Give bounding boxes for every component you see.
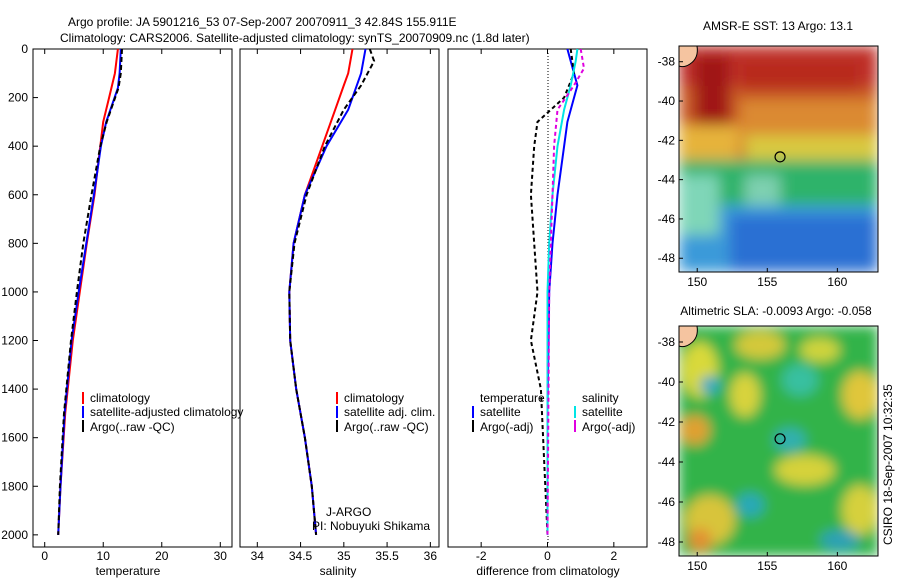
legend-temp-satellite: satellite — [480, 405, 521, 419]
y-tick-label: 600 — [8, 188, 28, 202]
series-line-salinity-argo-adj — [546, 48, 586, 535]
lon-tick-label: 160 — [827, 559, 847, 573]
y-tick-label: 1600 — [1, 431, 28, 445]
sla-field — [679, 326, 878, 556]
sst-map-frame — [678, 45, 879, 273]
y-tick-label: 400 — [8, 139, 28, 153]
pi-label: PI: Nobuyuki Shikama — [312, 519, 430, 533]
x-tick-label: 34.5 — [289, 549, 313, 563]
sst-field — [679, 46, 878, 272]
lat-tick-label: -48 — [658, 535, 676, 549]
series-line-argo-raw-qc — [57, 48, 123, 535]
float-location-marker — [774, 433, 786, 445]
sla-map-title: Altimetric SLA: -0.0093 Argo: -0.058 — [680, 304, 872, 318]
lat-tick-label: -48 — [658, 251, 676, 265]
x-tick-label: -2 — [476, 549, 487, 563]
legend-salinity-header: salinity — [582, 391, 619, 405]
lat-tick-label: -40 — [658, 375, 676, 389]
lat-tick-label: -44 — [658, 455, 676, 469]
sst-map-title: AMSR-E SST: 13 Argo: 13.1 — [703, 19, 853, 33]
x-tick-label: 0 — [41, 549, 48, 563]
legend-sal-satellite: satellite — [582, 405, 623, 419]
y-tick-label: 800 — [8, 236, 28, 250]
salinity-axes-box — [239, 48, 440, 548]
legend-temperature-header: temperature — [480, 391, 545, 405]
salinity-panel: 34 34.5 35 35.5 36 salinity climatology sate… — [239, 48, 440, 578]
x-tick-label: 36 — [424, 549, 438, 563]
y-tick-label: 2000 — [1, 528, 28, 542]
temperature-legend: climatology satellite-adjusted climatolo… — [82, 391, 243, 434]
y-tick-label: 0 — [21, 42, 28, 56]
figure-title-line2: Climatology: CARS2006. Satellite-adjuste… — [60, 31, 530, 45]
series-line-satellite-adj-clim — [288, 48, 367, 535]
temperature-xlabel: temperature — [96, 564, 161, 578]
temperature-panel: 0 200 400 600 800 1000 1200 1400 1600 1800 2000 0 1… — [1, 42, 243, 578]
difference-legend: temperature satellite Argo(-adj) salinit… — [472, 391, 635, 434]
figure-title-line1: Argo profile: JA 5901216_53 07-Sep-2007 … — [68, 15, 457, 29]
salinity-xlabel: salinity — [320, 564, 357, 578]
x-tick-label: 0 — [544, 549, 551, 563]
float-location-marker — [774, 151, 786, 163]
lon-tick-label: 155 — [757, 275, 777, 289]
x-tick-label: 35.5 — [375, 549, 399, 563]
x-tick-label: 35 — [337, 549, 351, 563]
land-patch — [678, 45, 698, 68]
legend-climatology: climatology — [344, 391, 404, 405]
lat-tick-label: -46 — [658, 212, 676, 226]
legend-satellite-adj: satellite adj. clim. — [344, 405, 435, 419]
difference-panel: -2 0 2 difference from climatology tempera… — [447, 48, 648, 578]
lat-tick-label: -38 — [658, 55, 676, 69]
y-tick-label: 1400 — [1, 382, 28, 396]
y-tick-label: 1000 — [1, 285, 28, 299]
x-tick-label: 2 — [610, 549, 617, 563]
legend-climatology: climatology — [90, 391, 150, 405]
creator-timestamp: CSIRO 18-Sep-2007 10:32:35 — [881, 384, 895, 545]
program-label: J-ARGO — [326, 505, 371, 519]
salinity-legend: climatology satellite adj. clim. Argo(..… — [336, 391, 435, 434]
series-line-temperature-argo-adj — [529, 48, 576, 535]
y-tick-label: 200 — [8, 91, 28, 105]
x-tick-label: 20 — [155, 549, 169, 563]
lat-tick-label: -40 — [658, 94, 676, 108]
legend-temp-argo: Argo(-adj) — [480, 420, 533, 434]
sla-map-frame — [678, 325, 879, 557]
y-tick-label: 1800 — [1, 479, 28, 493]
legend-argo: Argo(..raw -QC) — [90, 420, 175, 434]
x-tick-label: 34 — [251, 549, 265, 563]
difference-xlabel: difference from climatology — [476, 564, 619, 578]
land-patch — [678, 325, 698, 348]
lon-tick-label: 150 — [687, 559, 707, 573]
series-line-climatology — [288, 48, 354, 535]
sla-map: Altimetric SLA: -0.0093 Argo: -0.058 — [658, 304, 879, 573]
series-line-argo-raw-qc — [288, 48, 376, 535]
x-tick-label: 10 — [97, 549, 111, 563]
lat-tick-label: -42 — [658, 133, 676, 147]
lon-tick-label: 155 — [757, 559, 777, 573]
lat-tick-label: -46 — [658, 495, 676, 509]
lon-tick-label: 150 — [687, 275, 707, 289]
lat-tick-label: -44 — [658, 173, 676, 187]
sst-map: AMSR-E SST: 13 Argo: 13.1 -38 -40 -42 -44 -4… — [658, 19, 879, 289]
legend-satellite-adjusted: satellite-adjusted climatology — [90, 405, 243, 419]
temperature-axes-box — [32, 48, 233, 548]
lon-tick-label: 160 — [827, 275, 847, 289]
legend-argo: Argo(..raw -QC) — [344, 420, 429, 434]
lat-tick-label: -38 — [658, 335, 676, 349]
lat-tick-label: -42 — [658, 415, 676, 429]
legend-sal-argo: Argo(-adj) — [582, 420, 635, 434]
series-line-salinity-satellite — [546, 48, 579, 535]
x-tick-label: 30 — [214, 549, 228, 563]
y-tick-label: 1200 — [1, 334, 28, 348]
